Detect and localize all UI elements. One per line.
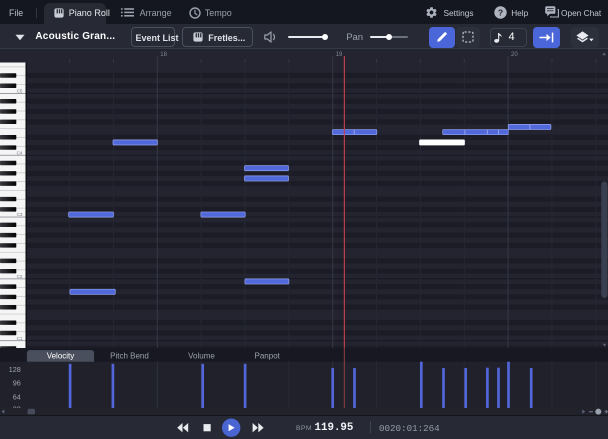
svg-text:C4: C4 [17, 150, 23, 155]
svg-text:19: 19 [336, 52, 343, 58]
svg-text:Pitch Bend: Pitch Bend [110, 351, 149, 360]
svg-text:64: 64 [13, 392, 21, 401]
svg-text:Panpot: Panpot [255, 351, 281, 360]
svg-text:?: ? [498, 7, 503, 17]
svg-text:C2: C2 [17, 274, 23, 279]
svg-text:C3: C3 [17, 212, 23, 217]
svg-text:C1: C1 [17, 335, 23, 340]
svg-text:20: 20 [511, 52, 518, 58]
svg-text:Velocity: Velocity [47, 351, 75, 360]
svg-text:18: 18 [160, 52, 167, 58]
svg-text:C5: C5 [17, 88, 23, 93]
svg-text:Volume: Volume [188, 351, 215, 360]
svg-text:128: 128 [9, 364, 21, 373]
svg-text:96: 96 [13, 378, 21, 387]
